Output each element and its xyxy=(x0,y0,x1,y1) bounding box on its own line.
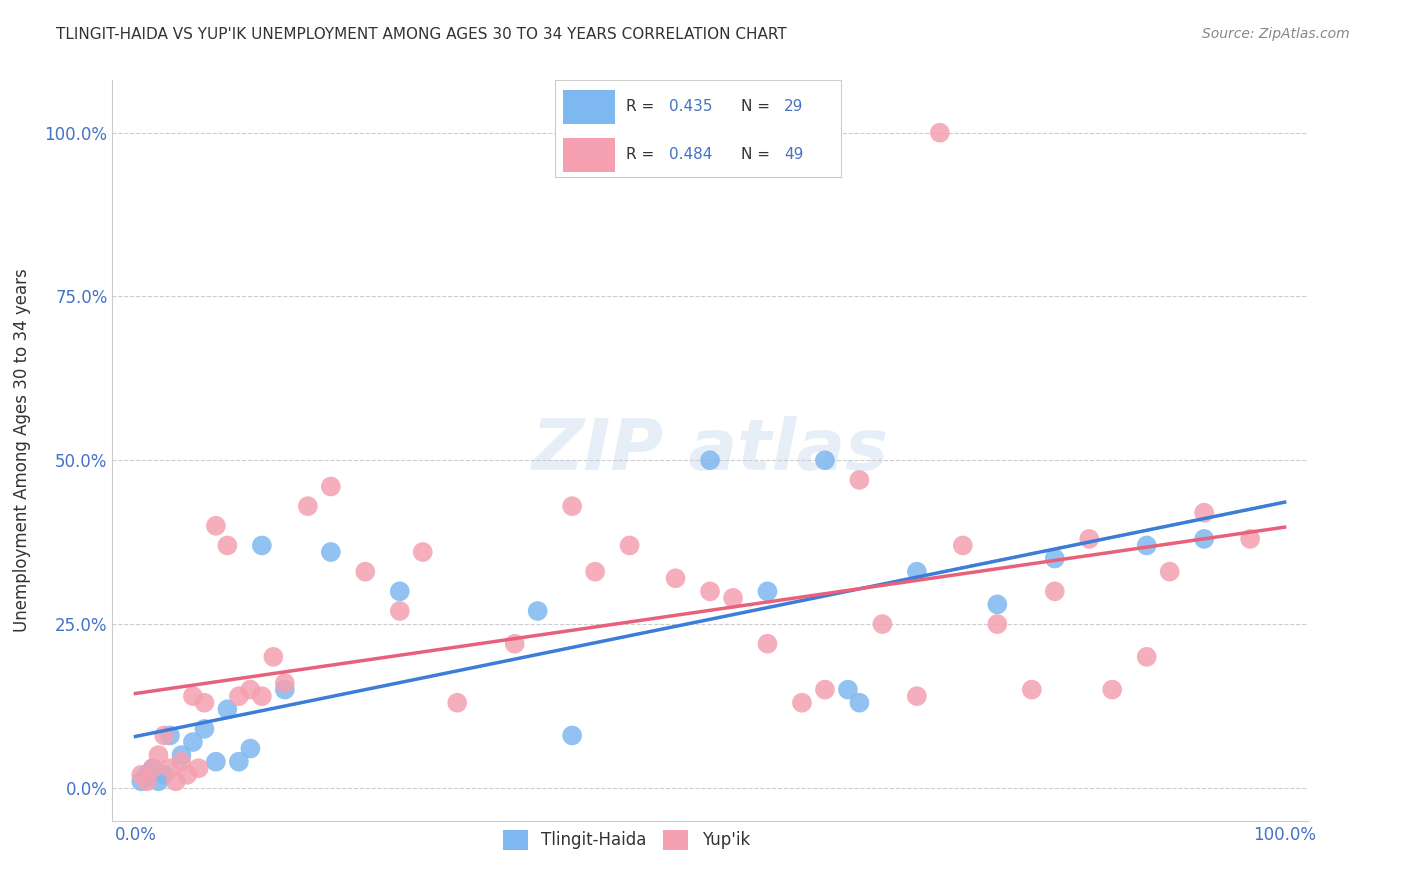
Point xyxy=(1192,532,1215,546)
Point xyxy=(136,774,159,789)
Point xyxy=(262,649,284,664)
Point xyxy=(181,735,204,749)
Point xyxy=(664,571,686,585)
Point xyxy=(193,696,215,710)
Point xyxy=(297,499,319,513)
Point xyxy=(412,545,434,559)
Point xyxy=(165,774,187,789)
Point xyxy=(837,682,859,697)
Point xyxy=(619,539,641,553)
Point xyxy=(170,755,193,769)
Point xyxy=(446,696,468,710)
Point xyxy=(699,584,721,599)
Point xyxy=(872,617,894,632)
Point xyxy=(1136,649,1159,664)
Point xyxy=(388,604,411,618)
Point xyxy=(205,755,228,769)
Point xyxy=(848,473,870,487)
Point xyxy=(136,768,159,782)
Point xyxy=(239,741,262,756)
Point xyxy=(274,682,297,697)
Point xyxy=(228,755,250,769)
Point xyxy=(1159,565,1181,579)
Point xyxy=(250,689,273,703)
Point xyxy=(561,499,583,513)
Point xyxy=(388,584,411,599)
Point xyxy=(187,761,209,775)
Point xyxy=(153,729,176,743)
Point xyxy=(905,689,928,703)
Point xyxy=(250,539,273,553)
Point xyxy=(274,676,297,690)
Point xyxy=(1043,551,1066,566)
Point xyxy=(699,453,721,467)
Point xyxy=(1078,532,1101,546)
Point xyxy=(905,565,928,579)
Point xyxy=(583,565,606,579)
Point xyxy=(1239,532,1261,546)
Text: Source: ZipAtlas.com: Source: ZipAtlas.com xyxy=(1202,27,1350,41)
Point xyxy=(148,748,170,763)
Point xyxy=(561,729,583,743)
Y-axis label: Unemployment Among Ages 30 to 34 years: Unemployment Among Ages 30 to 34 years xyxy=(13,268,31,632)
Point xyxy=(193,722,215,736)
Point xyxy=(1192,506,1215,520)
Point xyxy=(503,637,526,651)
Point xyxy=(319,479,342,493)
Point xyxy=(129,774,152,789)
Point xyxy=(354,565,377,579)
Point xyxy=(526,604,548,618)
Point xyxy=(148,774,170,789)
Point xyxy=(814,453,837,467)
Point xyxy=(928,126,950,140)
Text: TLINGIT-HAIDA VS YUP'IK UNEMPLOYMENT AMONG AGES 30 TO 34 YEARS CORRELATION CHART: TLINGIT-HAIDA VS YUP'IK UNEMPLOYMENT AMO… xyxy=(56,27,787,42)
Text: ZIP atlas: ZIP atlas xyxy=(531,416,889,485)
Point xyxy=(142,761,165,775)
Point xyxy=(153,768,176,782)
Point xyxy=(239,682,262,697)
Point xyxy=(129,768,152,782)
Point xyxy=(756,584,779,599)
Point xyxy=(1021,682,1043,697)
Point xyxy=(952,539,974,553)
Point xyxy=(986,617,1008,632)
Point xyxy=(1101,682,1123,697)
Point xyxy=(756,637,779,651)
Point xyxy=(205,518,228,533)
Point xyxy=(848,696,870,710)
Point xyxy=(319,545,342,559)
Point xyxy=(170,748,193,763)
Point xyxy=(159,729,181,743)
Point xyxy=(142,761,165,775)
Point xyxy=(986,598,1008,612)
Point xyxy=(159,761,181,775)
Point xyxy=(814,682,837,697)
Legend: Tlingit-Haida, Yup'ik: Tlingit-Haida, Yup'ik xyxy=(496,823,756,856)
Point xyxy=(228,689,250,703)
Point xyxy=(1136,539,1159,553)
Point xyxy=(176,768,198,782)
Point xyxy=(217,702,239,716)
Point xyxy=(181,689,204,703)
Point xyxy=(1043,584,1066,599)
Point xyxy=(790,696,813,710)
Point xyxy=(721,591,744,605)
Point xyxy=(217,539,239,553)
